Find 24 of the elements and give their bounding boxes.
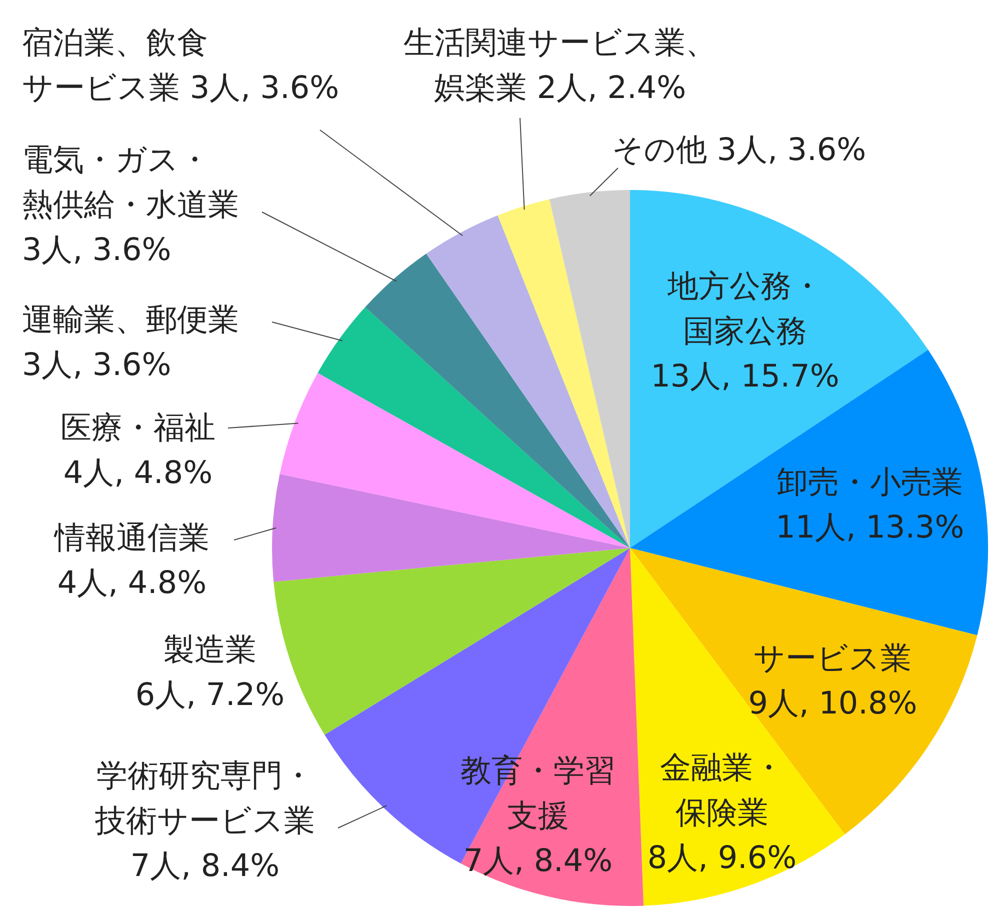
slice-label: 電気・ガス・熱供給・水道業 <box>22 142 239 224</box>
slice-label: 宿泊業、飲食サービス業 3人, 3.6% <box>22 25 340 106</box>
slice-label: 情報通信業 <box>54 520 210 556</box>
data-label: 6人, 7.2% <box>135 677 285 714</box>
data-label: 7人, 8.4% <box>130 848 280 884</box>
data-label: 7人, 8.4% <box>463 843 613 880</box>
data-label: 8人, 9.6% <box>647 840 797 876</box>
data-label: 3人, 3.6% <box>22 232 172 268</box>
slice-label: 運輸業、郵便業 <box>22 302 239 338</box>
slice-label: その他 3人, 3.6% <box>612 132 866 168</box>
data-label: 11人, 13.3% <box>776 509 964 546</box>
data-label: 13人, 15.7% <box>650 358 840 394</box>
slice-label: サービス業 <box>754 640 912 676</box>
slice-label: 地方公務・国家公務 <box>666 268 823 350</box>
data-label: 3人, 3.6% <box>22 347 172 384</box>
data-label: 4人, 4.8% <box>63 455 213 492</box>
data-label: 4人, 4.8% <box>57 565 207 602</box>
slice-label: 卸売・小売業 <box>776 464 963 500</box>
slice-label: 製造業 <box>164 632 256 668</box>
data-label: 9人, 10.8% <box>748 685 918 722</box>
slice-label: 医療・福祉 <box>60 410 216 446</box>
slice-label: 生活関連サービス業、娯楽業 2人, 2.4% <box>404 25 716 106</box>
slice-label: 金融業・保険業 <box>660 750 784 832</box>
slice-label: 学術研究専門・技術サービス業 <box>94 758 315 840</box>
